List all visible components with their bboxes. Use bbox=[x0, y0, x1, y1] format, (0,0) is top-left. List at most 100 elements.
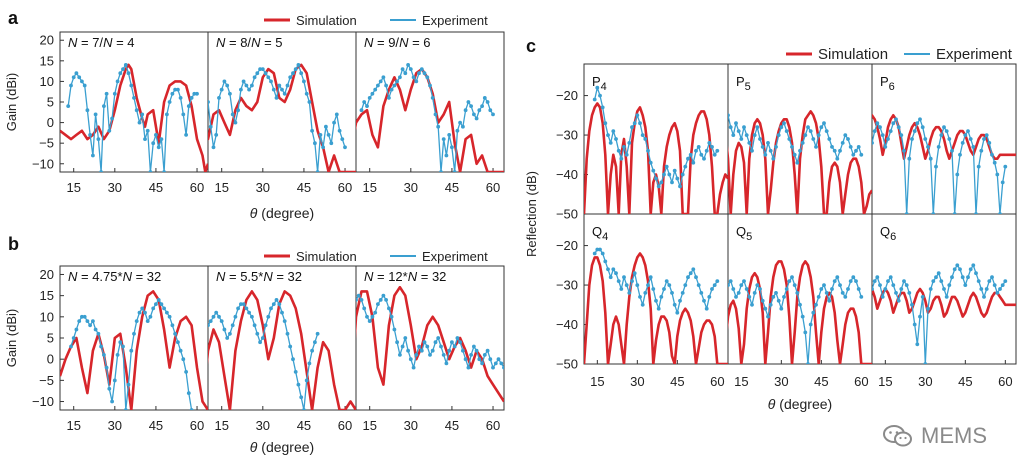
experiment-point bbox=[912, 129, 917, 134]
experiment-point bbox=[664, 164, 669, 169]
experiment-point bbox=[69, 83, 73, 88]
experiment-point bbox=[236, 306, 241, 311]
experiment-point bbox=[82, 83, 87, 88]
experiment-point bbox=[126, 71, 131, 76]
y-tick-label: 0 bbox=[47, 352, 54, 367]
experiment-point bbox=[616, 148, 621, 153]
experiment-point bbox=[950, 148, 954, 153]
experiment-point bbox=[744, 287, 749, 291]
subplot-b-1 bbox=[60, 290, 208, 410]
experiment-point bbox=[271, 302, 276, 306]
x-tick-label: 15 bbox=[66, 418, 80, 433]
experiment-point bbox=[145, 128, 150, 133]
experiment-point bbox=[998, 212, 1002, 214]
experiment-point bbox=[854, 129, 858, 133]
experiment-point bbox=[425, 344, 430, 349]
experiment-point bbox=[121, 67, 125, 71]
x-tick-label: 30 bbox=[404, 418, 418, 433]
experiment-point bbox=[474, 348, 479, 353]
experiment-point bbox=[244, 83, 249, 88]
experiment-point bbox=[241, 79, 246, 84]
experiment-point bbox=[419, 348, 424, 353]
experiment-point bbox=[118, 340, 123, 345]
experiment-point bbox=[849, 117, 853, 121]
experiment-point bbox=[69, 344, 73, 349]
experiment-point bbox=[274, 96, 279, 100]
experiment-point bbox=[803, 330, 808, 335]
panel-c: c Simulation Experiment −20 −30 −40 −50 −20 −30 −… bbox=[524, 36, 1017, 412]
experiment-point bbox=[832, 148, 837, 153]
experiment-point bbox=[370, 91, 375, 96]
experiment-point bbox=[974, 212, 978, 214]
experiment-point bbox=[766, 314, 770, 319]
subplot-c-3 bbox=[843, 114, 1016, 214]
experiment-point bbox=[299, 395, 304, 400]
experiment-point bbox=[107, 128, 112, 133]
experiment-point bbox=[856, 287, 861, 291]
experiment-point bbox=[632, 121, 637, 126]
experiment-point bbox=[359, 108, 364, 113]
experiment-point bbox=[992, 283, 997, 287]
experiment-point bbox=[123, 408, 128, 410]
experiment-point bbox=[896, 125, 901, 130]
subplot-c-2 bbox=[710, 90, 872, 214]
experiment-point bbox=[686, 156, 690, 161]
subplot-a-1 bbox=[60, 63, 208, 172]
experiment-point bbox=[403, 336, 408, 340]
experiment-point bbox=[280, 87, 284, 92]
experiment-point bbox=[651, 287, 656, 291]
experiment-point bbox=[811, 137, 816, 141]
experiment-point bbox=[795, 291, 800, 295]
experiment-point bbox=[143, 137, 147, 142]
x-tick-label: 45 bbox=[445, 418, 459, 433]
y-tick-label: 5 bbox=[47, 331, 54, 346]
experiment-point bbox=[974, 271, 978, 276]
experiment-point bbox=[228, 331, 232, 336]
experiment-point bbox=[340, 137, 345, 142]
experiment-point bbox=[129, 348, 134, 353]
experiment-point bbox=[362, 306, 367, 311]
experiment-point bbox=[715, 106, 719, 110]
experiment-point bbox=[848, 279, 853, 283]
experiment-point bbox=[627, 291, 632, 295]
experiment-point bbox=[865, 121, 869, 125]
experiment-point bbox=[931, 279, 936, 283]
experiment-point bbox=[872, 287, 874, 291]
experiment-point bbox=[611, 129, 616, 134]
y-tick-label: 10 bbox=[40, 309, 54, 324]
experiment-point bbox=[99, 170, 103, 172]
experiment-point bbox=[995, 172, 1000, 177]
simulation-line bbox=[356, 67, 504, 172]
experiment-point bbox=[851, 121, 855, 125]
experiment-point bbox=[646, 148, 650, 153]
experiment-point bbox=[766, 141, 770, 145]
experiment-point bbox=[239, 302, 243, 306]
experiment-point bbox=[280, 310, 284, 315]
experiment-point bbox=[502, 365, 504, 370]
experiment-point bbox=[624, 283, 629, 287]
experiment-point bbox=[800, 141, 805, 145]
experiment-point bbox=[680, 172, 685, 177]
experiment-point bbox=[143, 310, 147, 315]
y-tick-label: 5 bbox=[47, 95, 54, 110]
experiment-point bbox=[758, 287, 762, 291]
experiment-point bbox=[843, 121, 847, 125]
experiment-point bbox=[710, 287, 714, 291]
experiment-point bbox=[712, 152, 717, 157]
experiment-point bbox=[710, 90, 714, 94]
experiment-point bbox=[173, 87, 178, 92]
experiment-point bbox=[441, 353, 446, 357]
experiment-point bbox=[742, 125, 746, 130]
experiment-point bbox=[606, 267, 610, 272]
experiment-point bbox=[838, 283, 842, 287]
experiment-point bbox=[474, 116, 479, 121]
experiment-point bbox=[768, 148, 773, 153]
experiment-point bbox=[784, 129, 789, 134]
experiment-point bbox=[680, 291, 685, 295]
experiment-point bbox=[422, 71, 427, 76]
y-tick-label: −5 bbox=[39, 136, 54, 151]
simulation-line bbox=[728, 110, 872, 214]
experiment-point bbox=[428, 83, 432, 88]
experiment-point bbox=[296, 63, 301, 67]
x-tick-label: 15 bbox=[878, 374, 892, 389]
